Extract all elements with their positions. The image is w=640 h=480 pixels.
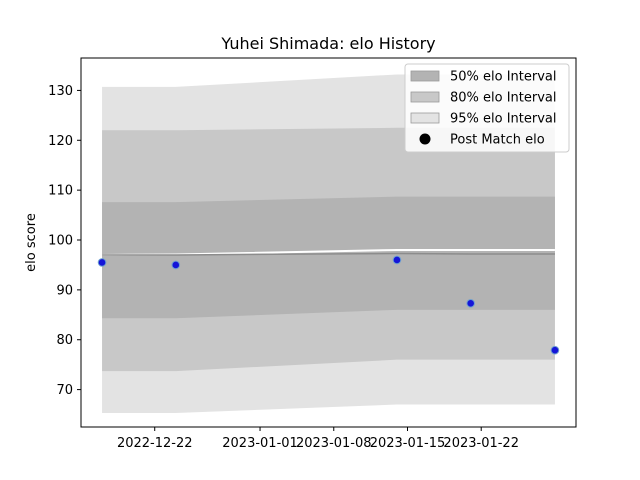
legend-swatch (410, 91, 440, 103)
legend-swatch (410, 70, 440, 82)
elo-lines (102, 248, 555, 256)
legend-label: 50% elo Interval (450, 70, 557, 85)
post-match-elo-point (550, 345, 560, 355)
legend-box (404, 63, 570, 153)
y-tick-label: 110 (48, 184, 73, 199)
y-tick-label: 80 (56, 333, 73, 348)
post-match-elo-point (171, 260, 181, 270)
legend-swatch (410, 112, 440, 124)
y-tick-label: 120 (48, 134, 73, 149)
legend-point-marker (419, 133, 431, 145)
interval-bands (102, 74, 555, 414)
legend-label: 95% elo Interval (450, 112, 557, 127)
chart-title: Yuhei Shimada: elo History (220, 34, 435, 53)
post-match-points (97, 255, 560, 355)
y-axis-label: elo score (24, 213, 39, 272)
elo-mean-line (102, 252, 555, 256)
x-tick-label: 2023-01-08 (296, 436, 372, 451)
y-axis: 70 80 90 100 110 120 130 (48, 84, 81, 398)
y-tick-label: 130 (48, 84, 73, 99)
x-tick-label: 2023-01-22 (443, 436, 519, 451)
y-tick-label: 70 (56, 383, 73, 398)
legend: 50% elo Interval 80% elo Interval 95% elo … (404, 63, 570, 153)
x-tick-label: 2022-12-22 (117, 436, 193, 451)
x-axis: 2022-12-22 2023-01-012023-01-082023-01-15… (117, 427, 519, 451)
interval-50-band (102, 196, 555, 319)
y-tick-label: 90 (56, 283, 73, 298)
x-tick-label: 2023-01-15 (370, 436, 446, 451)
y-tick-label: 100 (48, 234, 73, 249)
post-match-elo-point (97, 258, 107, 267)
legend-label: 80% elo Interval (450, 91, 557, 106)
post-match-elo-point (466, 299, 475, 308)
post-match-elo-point (392, 255, 402, 265)
plot-frame (80, 57, 577, 428)
legend-label: Post Match elo (450, 133, 545, 148)
x-tick-label: 2023-01-01 (222, 436, 298, 451)
